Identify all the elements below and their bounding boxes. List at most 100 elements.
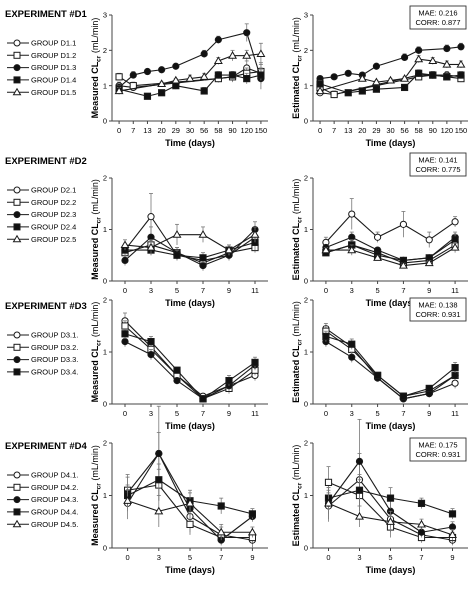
series-line-segment [377,249,404,261]
x-tick-label: 3 [149,286,153,295]
stats-box-frame [409,297,467,322]
series-line-segment [158,453,191,517]
data-point [256,49,266,57]
stats-corr: CORR: 0.775 [415,165,460,174]
x-tick-label: 9 [250,553,254,562]
x-tick-label: 7 [401,409,405,418]
series-line-segment [319,78,363,92]
data-point [172,82,180,90]
x-tick-label: 7 [201,286,205,295]
y-tick-label: 2 [304,46,308,55]
data-point [348,233,356,241]
data-point [417,519,426,528]
data-point [425,384,433,392]
data-point [400,83,409,92]
legend-marker [12,234,22,243]
data-point [224,245,234,254]
y-axis-label-main: Estimated CL [291,61,301,119]
data-point [425,236,433,244]
series-line-segment [176,252,204,267]
series-line-segment [202,249,230,259]
series-line-segment [176,380,204,400]
series-line-segment [377,223,404,238]
data-point [400,74,410,82]
data-point [348,353,356,361]
series-line-segment [228,246,256,254]
legend: GROUP D4.1. GROUP D4.2. GROUP D4.3. GROUP D… [7,471,78,529]
series-group-d3-1 [322,322,459,403]
y-axis-label: Estimated CLcr (mL/min) [291,301,304,403]
series-line-segment [359,461,391,512]
y-axis-label-main: Estimated CL [291,345,301,403]
data-point [424,258,434,267]
series-line-segment [158,484,191,525]
series-line-segment [351,356,378,379]
x-tick-label: 11 [251,286,259,295]
series-line-segment [150,236,178,254]
series-line-segment [351,244,378,256]
data-point [228,71,237,79]
series-line-segment [202,385,230,400]
series-line-segment [218,32,247,41]
data-point [121,330,129,338]
data-point [414,54,424,63]
y-axis-label: Estimated CLcr (mL/min) [291,17,304,119]
stats-box-frame [409,437,467,462]
data-point [199,72,209,80]
legend-label: GROUP D4.5. [31,520,78,529]
x-tick-label: 9 [450,553,454,562]
data-point [386,517,395,525]
x-tick-label: 5 [375,286,379,295]
stats-box-frame [409,5,467,30]
x-axis-label: Time (days) [165,565,215,575]
series-line-segment [325,335,352,345]
series-line-segment [228,364,256,387]
series-line-segment [158,453,191,509]
data-point [355,457,364,465]
data-point [348,340,356,348]
data-point [171,75,181,84]
y-tick-label: 0 [304,400,308,409]
legend-item: GROUP D4.2. [7,483,78,492]
series-line-segment [359,495,391,528]
series-line-segment [319,83,349,94]
y-axis-label-unit: (mL/min) [291,301,301,339]
y-axis-label: Measured CLcr (mL/min) [90,445,103,546]
series-line-segment [220,516,253,541]
series-group-d2-1 [121,193,259,266]
series-group-d1-4 [316,69,465,97]
y-tick-label: 3 [304,11,308,20]
data-point [316,80,324,88]
series-group-d2-4 [322,234,459,264]
x-axis-label: Time (days) [165,138,215,148]
series-line-segment [428,247,456,264]
series-line-segment [202,380,230,400]
legend-item: GROUP D2.2 [7,198,76,207]
data-point [399,392,408,400]
data-point [158,89,166,97]
series-line-segment [359,489,391,499]
series-group-d2-1 [322,198,459,248]
series-line-segment [428,239,456,259]
y-tick-label: 1 [304,348,308,357]
x-tick-label: 5 [175,286,179,295]
x-tick-label: 120 [240,126,253,135]
legend-marker [13,211,21,219]
x-tick-label: 56 [200,126,208,135]
legend-item: GROUP D1.2 [7,51,76,60]
data-point [154,506,164,515]
legend: GROUP D1.1 GROUP D1.2 GROUP D1.3 GROUP D1.4… [7,39,76,97]
series-line-segment [150,249,178,256]
y-tick-label: 2 [304,296,308,305]
series-line-segment [228,241,256,251]
legend: GROUP D2.1 GROUP D2.2 GROUP D2.3 GROUP D2.4… [7,186,76,244]
stats-mae: MAE: 0.141 [418,156,457,165]
series-line-segment [325,341,353,358]
legend-item: GROUP D4.5. [7,519,78,529]
series-line-segment [127,479,160,496]
series-line-segment [376,56,405,67]
series-line-segment [150,244,178,254]
series-group-d3-3 [322,335,459,403]
